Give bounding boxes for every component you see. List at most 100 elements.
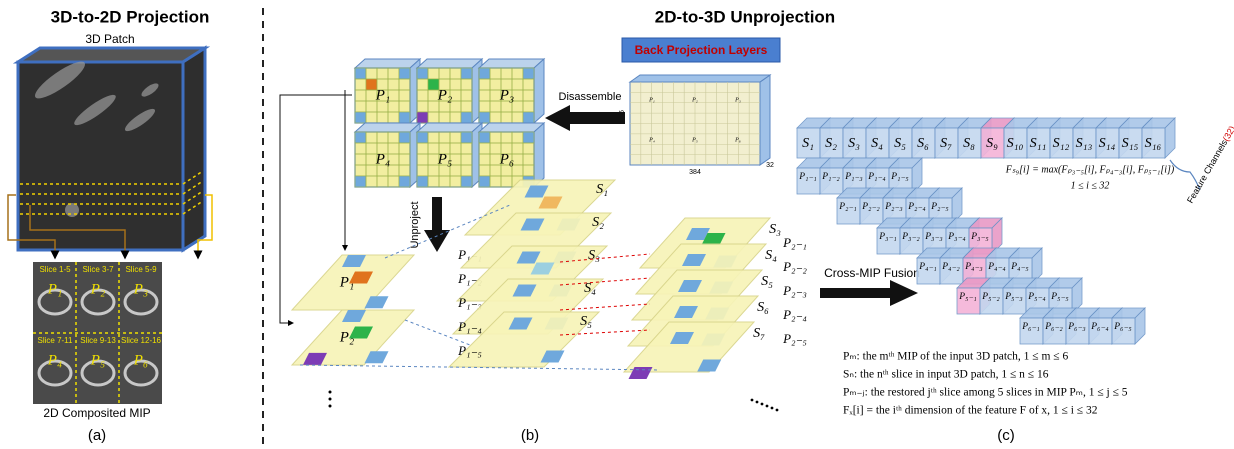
restored-label: P₅₋₁ [958, 292, 976, 302]
grid-cell [398, 175, 411, 188]
vessel [124, 108, 156, 132]
caption: (c) [997, 427, 1015, 444]
feature-top [628, 74, 772, 83]
restored-label: P₆₋₂ [1044, 322, 1063, 332]
grid-cell [354, 111, 367, 124]
slice-label: S₃ [588, 248, 600, 263]
slice-label: S₅ [761, 274, 773, 289]
dots [755, 400, 759, 404]
vessel [35, 61, 85, 99]
cube-top [477, 58, 546, 69]
grid-cell [398, 131, 411, 144]
connector [299, 364, 661, 371]
grid-cell [478, 67, 491, 80]
restored-label: P₂₋₁ [838, 202, 856, 212]
plane-cell [540, 350, 565, 363]
channels-text: Feature Channels [1185, 138, 1230, 205]
vessel [141, 83, 159, 97]
mip-label: P₂ [437, 87, 452, 103]
bracket [1169, 159, 1201, 191]
plane-cell [520, 218, 545, 231]
dots [770, 406, 774, 410]
connector [182, 190, 204, 205]
cube-top [353, 58, 422, 69]
plane-cell [524, 185, 549, 198]
connector [279, 94, 352, 326]
grid-cell [522, 67, 535, 80]
slice-label: S₁₃ [1076, 136, 1093, 151]
connector [182, 200, 204, 215]
restored-label: P₃₋₃ [924, 232, 942, 242]
slice-label: S₆ [917, 136, 929, 151]
feature-map-label: P₁ [648, 97, 655, 103]
mip-label: P₂ [339, 329, 354, 345]
cube-top [477, 122, 546, 133]
grid-cell [460, 111, 473, 124]
equation-range: 1 ≤ i ≤ 32 [1071, 180, 1110, 191]
slice-label: S₁₁ [1030, 136, 1047, 151]
legend-line: Pₘ₋ⱼ: the restored jᵗʰ slice among 5 sli… [843, 387, 1128, 399]
mip-label: P₅ [437, 151, 452, 167]
mip-texture [123, 359, 159, 387]
restored-label: P₃₋₅ [970, 232, 988, 242]
slice-label: S₃ [848, 136, 860, 151]
slice-label: S₁₀ [1007, 136, 1024, 151]
restored-label: P₂₋₃ [884, 202, 902, 212]
arrow [424, 197, 450, 252]
mip-texture [37, 288, 73, 316]
dots [750, 398, 754, 402]
equation: Fₛ₉[i] = max(Fₚ₃₋₅[i], Fₚ₄₋₃[i], Fₚ₅₋₁[i… [1005, 164, 1175, 175]
slice-plane [447, 311, 601, 368]
mip-label: P₅ [90, 352, 105, 368]
panel-title: 2D-to-3D Unprojection [655, 7, 835, 26]
restored-label: P₂₋₃ [782, 283, 807, 298]
connector [384, 204, 511, 259]
mip-label: P₄ [47, 352, 62, 368]
cube-side [533, 121, 545, 189]
mip-label: P₄ [375, 151, 390, 167]
dots [765, 404, 769, 408]
restored-label: P₂₋₂ [782, 259, 807, 274]
caption: (b) [521, 427, 539, 444]
restored-label: P₄₋₂ [941, 262, 960, 272]
mip-slice-range: Slice 9-13 [80, 336, 116, 345]
grid-cell [416, 175, 429, 188]
grid-cell [478, 131, 491, 144]
plane-cell [697, 359, 722, 372]
restored-label: P₂₋₁ [782, 235, 807, 250]
mip-label: P₆ [133, 352, 148, 368]
plane-cell [349, 326, 373, 339]
slice-label: S₂ [825, 136, 837, 151]
cube-top [353, 122, 422, 133]
plane-cell [342, 310, 366, 322]
plane-cell [701, 233, 726, 245]
plane-cell [530, 262, 555, 275]
restored-label: P₄₋₁ [918, 262, 936, 272]
feature-map-label: P₆ [734, 137, 741, 143]
plane-cell [678, 280, 702, 292]
arrow-label: Cross-MIP Fusion [824, 266, 920, 280]
mip-label: P₃ [133, 281, 148, 297]
grid-cell [354, 175, 367, 188]
grid-cell [416, 67, 429, 80]
mip-slice-range: Slice 1-5 [39, 265, 71, 274]
restored-label: P₂₋₂ [861, 202, 880, 212]
slice-label: S₄ [584, 281, 596, 296]
mip-slice-range: Slice 3-7 [82, 265, 114, 274]
mip-texture [123, 288, 159, 316]
cube-top [415, 58, 484, 69]
slice-label: S₁ [802, 136, 814, 151]
restored-label: P₅₋₅ [1050, 292, 1068, 302]
feature-map-label: P₄ [648, 137, 655, 143]
cube-side [181, 45, 207, 253]
slice-label: S₆ [757, 300, 769, 315]
grid-cell [522, 111, 535, 124]
grid-cell [416, 111, 429, 124]
grid-cell [398, 111, 411, 124]
restored-label: P₆₋₁ [1021, 322, 1039, 332]
plane-cell [364, 296, 389, 309]
bracket [7, 194, 60, 260]
arrow [545, 105, 625, 131]
restored-label: P₁₋₄ [867, 172, 885, 182]
